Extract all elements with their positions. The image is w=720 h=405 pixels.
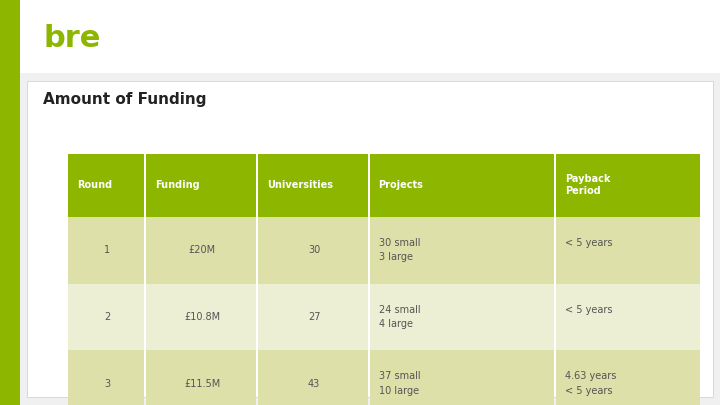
Bar: [68, 350, 144, 405]
Text: 3: 3: [104, 379, 110, 389]
Bar: [370, 154, 554, 217]
Text: Funding: Funding: [155, 180, 199, 190]
Bar: [557, 217, 700, 284]
Text: Round: Round: [77, 180, 112, 190]
Bar: [27, 81, 713, 397]
Text: 3 large: 3 large: [379, 252, 413, 262]
Text: Universities: Universities: [267, 180, 333, 190]
Bar: [68, 154, 144, 217]
Text: 37 small: 37 small: [379, 371, 420, 382]
Bar: [557, 154, 700, 217]
Text: 43: 43: [308, 379, 320, 389]
Bar: [258, 284, 368, 350]
Text: 27: 27: [307, 312, 320, 322]
Bar: [557, 284, 700, 350]
Bar: [146, 154, 256, 217]
Text: 1: 1: [104, 245, 110, 255]
Bar: [146, 284, 256, 350]
Bar: [258, 154, 368, 217]
Text: £20M: £20M: [189, 245, 216, 255]
Text: bre: bre: [43, 24, 101, 53]
Text: £10.8M: £10.8M: [184, 312, 220, 322]
Text: £11.5M: £11.5M: [184, 379, 220, 389]
Bar: [20, 73, 720, 405]
Text: Payback
Period: Payback Period: [565, 175, 611, 196]
Bar: [370, 217, 554, 284]
Bar: [258, 350, 368, 405]
Bar: [146, 217, 256, 284]
Bar: [20, 0, 720, 73]
Bar: [68, 284, 144, 350]
Text: 24 small: 24 small: [379, 305, 420, 315]
Text: < 5 years: < 5 years: [565, 305, 613, 315]
Text: < 5 years: < 5 years: [565, 238, 613, 248]
Bar: [557, 350, 700, 405]
Text: 30 small: 30 small: [379, 238, 420, 248]
Bar: [370, 284, 554, 350]
Text: 4 large: 4 large: [379, 319, 413, 329]
Text: Projects: Projects: [379, 180, 423, 190]
Bar: [146, 350, 256, 405]
Bar: [370, 350, 554, 405]
Text: 30: 30: [308, 245, 320, 255]
Text: 4.63 years: 4.63 years: [565, 371, 616, 382]
Text: < 5 years: < 5 years: [565, 386, 613, 396]
Text: 2: 2: [104, 312, 110, 322]
Bar: [68, 217, 144, 284]
Bar: [258, 217, 368, 284]
Text: 10 large: 10 large: [379, 386, 419, 396]
Text: Amount of Funding: Amount of Funding: [43, 92, 207, 107]
Bar: [0, 0, 20, 405]
